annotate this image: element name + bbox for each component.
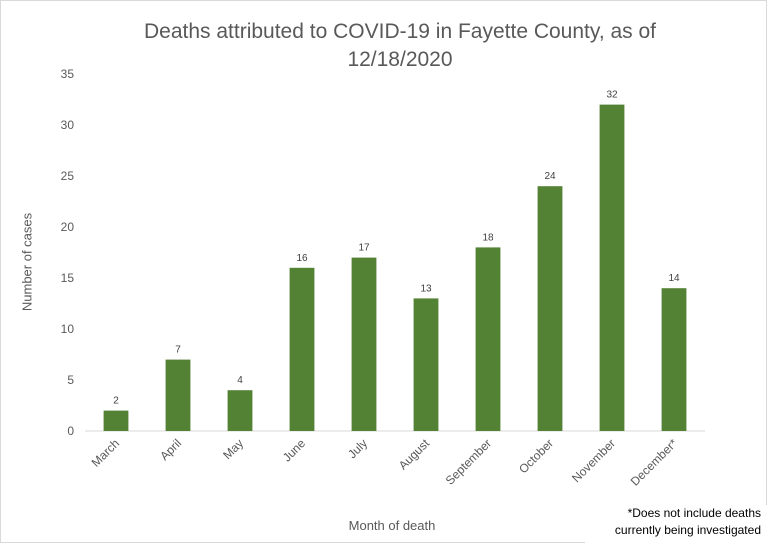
data-label: 14 bbox=[668, 273, 680, 284]
bar bbox=[103, 410, 129, 431]
bar bbox=[413, 298, 439, 431]
bar bbox=[165, 359, 191, 431]
bar bbox=[289, 267, 315, 431]
y-tick-label: 30 bbox=[61, 118, 75, 132]
x-tick-label: October bbox=[516, 436, 556, 476]
y-tick-label: 20 bbox=[61, 220, 75, 234]
data-label: 17 bbox=[358, 243, 370, 254]
y-tick-label: 10 bbox=[61, 322, 75, 336]
data-label: 13 bbox=[420, 283, 432, 294]
x-tick-label: September bbox=[443, 436, 494, 487]
bar bbox=[351, 257, 377, 431]
data-label: 2 bbox=[113, 396, 119, 407]
data-label: 7 bbox=[175, 345, 181, 356]
footnote: *Does not include deaths currently being… bbox=[585, 505, 769, 545]
data-label: 18 bbox=[482, 232, 494, 243]
x-tick-label: August bbox=[396, 436, 433, 473]
x-tick-label: March bbox=[89, 436, 122, 469]
chart-title: Deaths attributed to COVID-19 in Fayette… bbox=[143, 20, 657, 71]
y-tick-label: 15 bbox=[61, 271, 75, 285]
y-tick-label: 35 bbox=[61, 67, 75, 81]
data-label: 32 bbox=[606, 90, 618, 101]
data-label: 16 bbox=[296, 253, 308, 264]
y-tick-label: 25 bbox=[61, 169, 75, 183]
x-tick-label: April bbox=[157, 436, 184, 463]
bar bbox=[227, 390, 253, 431]
x-tick-label: June bbox=[280, 436, 309, 465]
x-tick-label: December* bbox=[628, 436, 681, 489]
data-label: 4 bbox=[237, 375, 243, 386]
bar bbox=[537, 186, 563, 431]
x-tick-label: July bbox=[345, 436, 370, 461]
bar bbox=[475, 247, 501, 431]
x-tick-label: May bbox=[220, 436, 246, 462]
bar bbox=[661, 288, 687, 431]
x-tick-label: November bbox=[569, 436, 618, 485]
data-label: 24 bbox=[544, 171, 556, 182]
y-tick-label: 0 bbox=[67, 424, 74, 438]
y-tick-label: 5 bbox=[67, 373, 74, 387]
x-axis-label: Month of death bbox=[348, 518, 436, 533]
bar bbox=[599, 104, 625, 431]
